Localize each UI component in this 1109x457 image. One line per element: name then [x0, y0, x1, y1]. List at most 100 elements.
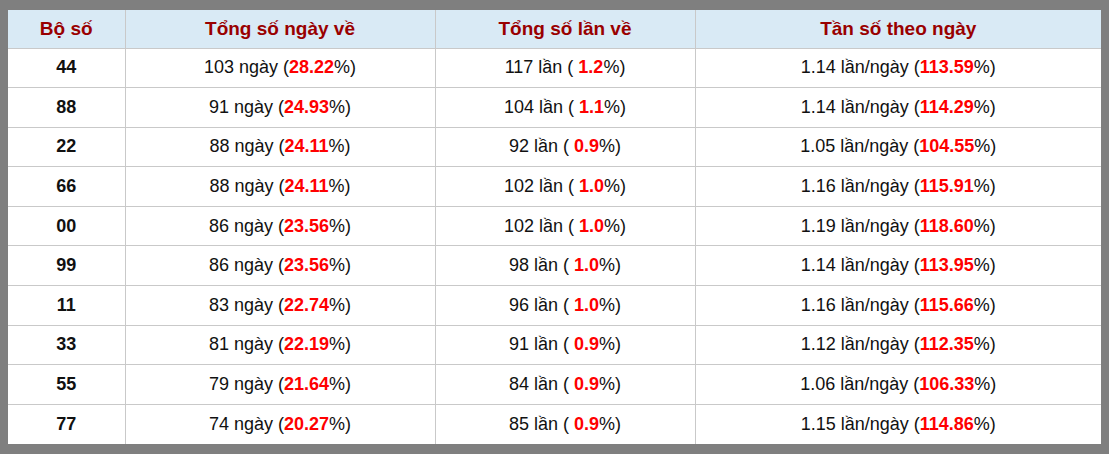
frequency-cell: 1.15 lần/ngày (114.86%)	[695, 404, 1101, 444]
pair-number-cell: 22	[8, 127, 125, 167]
frequency-suffix: %)	[974, 334, 996, 354]
times-percent-value: 1.0	[579, 216, 604, 236]
total-times-cell: 117 lần ( 1.2%)	[435, 48, 695, 88]
pair-number: 33	[56, 334, 76, 354]
times-suffix: %)	[599, 255, 621, 275]
days-text: 83 ngày (	[209, 295, 284, 315]
table-row: 22 88 ngày (24.11%) 92 lần ( 0.9%) 1.05 …	[8, 127, 1101, 167]
days-percent-value: 23.56	[284, 216, 329, 236]
column-header-frequency: Tần số theo ngày	[695, 10, 1101, 48]
times-percent-value: 1.0	[574, 295, 599, 315]
total-days-cell: 79 ngày (21.64%)	[125, 365, 435, 405]
times-suffix: %)	[603, 57, 625, 77]
times-percent-value: 0.9	[574, 414, 599, 434]
total-times-cell: 84 lần ( 0.9%)	[435, 365, 695, 405]
frequency-percent-value: 113.95	[920, 255, 974, 275]
frequency-text: 1.12 lần/ngày (	[801, 334, 920, 354]
days-suffix: %)	[334, 57, 356, 77]
days-text: 81 ngày (	[209, 334, 284, 354]
pair-number: 99	[56, 255, 76, 275]
times-suffix: %)	[599, 334, 621, 354]
column-header-pair: Bộ số	[8, 10, 125, 48]
total-times-cell: 102 lần ( 1.0%)	[435, 206, 695, 246]
pair-number-cell: 11	[8, 286, 125, 326]
frequency-cell: 1.14 lần/ngày (113.59%)	[695, 48, 1101, 88]
days-text: 86 ngày (	[209, 255, 284, 275]
times-suffix: %)	[599, 295, 621, 315]
frequency-suffix: %)	[974, 176, 996, 196]
times-text: 104 lần (	[504, 97, 579, 117]
frequency-text: 1.06 lần/ngày (	[800, 374, 919, 394]
days-text: 91 ngày (	[209, 97, 284, 117]
times-percent-value: 0.9	[574, 334, 599, 354]
pair-number: 88	[56, 97, 76, 117]
frequency-percent-value: 113.59	[920, 57, 974, 77]
pair-number: 11	[57, 295, 76, 315]
pair-number-cell: 44	[8, 48, 125, 88]
frequency-text: 1.15 lần/ngày (	[801, 414, 920, 434]
frequency-percent-value: 115.66	[920, 295, 974, 315]
pair-number-cell: 77	[8, 404, 125, 444]
days-percent-value: 23.56	[284, 255, 329, 275]
days-percent-value: 24.93	[284, 97, 329, 117]
table-header-row: Bộ số Tổng số ngày về Tổng số lần về Tần…	[8, 10, 1101, 48]
days-text: 86 ngày (	[209, 216, 284, 236]
times-text: 84 lần (	[509, 374, 574, 394]
days-text: 74 ngày (	[209, 414, 284, 434]
days-percent-value: 21.64	[284, 374, 329, 394]
total-days-cell: 88 ngày (24.11%)	[125, 167, 435, 207]
frequency-percent-value: 106.33	[919, 374, 974, 394]
table-row: 11 83 ngày (22.74%) 96 lần ( 1.0%) 1.16 …	[8, 286, 1101, 326]
frequency-percent-value: 114.29	[920, 97, 974, 117]
frequency-cell: 1.05 lần/ngày (104.55%)	[695, 127, 1101, 167]
times-percent-value: 1.0	[579, 176, 604, 196]
table-row: 44 103 ngày (28.22%) 117 lần ( 1.2%) 1.1…	[8, 48, 1101, 88]
column-header-total-times: Tổng số lần về	[435, 10, 695, 48]
days-text: 88 ngày (	[209, 136, 284, 156]
days-suffix: %)	[329, 136, 351, 156]
days-percent-value: 22.74	[284, 295, 329, 315]
frequency-cell: 1.16 lần/ngày (115.91%)	[695, 167, 1101, 207]
times-suffix: %)	[599, 414, 621, 434]
times-text: 91 lần (	[509, 334, 574, 354]
total-days-cell: 91 ngày (24.93%)	[125, 88, 435, 128]
days-suffix: %)	[329, 334, 351, 354]
total-times-cell: 98 lần ( 1.0%)	[435, 246, 695, 286]
frequency-suffix: %)	[974, 216, 996, 236]
frequency-suffix: %)	[974, 136, 996, 156]
total-times-cell: 102 lần ( 1.0%)	[435, 167, 695, 207]
days-suffix: %)	[329, 295, 351, 315]
total-times-cell: 91 lần ( 0.9%)	[435, 325, 695, 365]
days-suffix: %)	[329, 374, 351, 394]
times-suffix: %)	[599, 374, 621, 394]
days-suffix: %)	[329, 216, 351, 236]
lottery-stats-panel: Bộ số Tổng số ngày về Tổng số lần về Tần…	[0, 0, 1109, 454]
times-percent-value: 1.2	[578, 57, 603, 77]
times-text: 98 lần (	[509, 255, 574, 275]
days-text: 103 ngày (	[204, 57, 289, 77]
days-percent-value: 24.11	[285, 136, 329, 156]
total-times-cell: 92 lần ( 0.9%)	[435, 127, 695, 167]
pair-number-cell: 66	[8, 167, 125, 207]
total-times-cell: 104 lần ( 1.1%)	[435, 88, 695, 128]
frequency-text: 1.14 lần/ngày (	[801, 97, 920, 117]
pair-number-cell: 99	[8, 246, 125, 286]
times-text: 85 lần (	[509, 414, 574, 434]
lottery-stats-table: Bộ số Tổng số ngày về Tổng số lần về Tần…	[8, 10, 1101, 444]
pair-number: 66	[56, 176, 76, 196]
total-days-cell: 74 ngày (20.27%)	[125, 404, 435, 444]
days-suffix: %)	[329, 176, 351, 196]
frequency-text: 1.16 lần/ngày (	[801, 295, 920, 315]
days-suffix: %)	[329, 414, 351, 434]
column-header-total-days: Tổng số ngày về	[125, 10, 435, 48]
times-text: 117 lần (	[505, 57, 579, 77]
frequency-suffix: %)	[974, 414, 996, 434]
frequency-suffix: %)	[974, 374, 996, 394]
pair-number-cell: 88	[8, 88, 125, 128]
frequency-percent-value: 104.55	[919, 136, 974, 156]
frequency-text: 1.05 lần/ngày (	[800, 136, 919, 156]
frequency-cell: 1.16 lần/ngày (115.66%)	[695, 286, 1101, 326]
table-row: 33 81 ngày (22.19%) 91 lần ( 0.9%) 1.12 …	[8, 325, 1101, 365]
frequency-text: 1.16 lần/ngày (	[801, 176, 920, 196]
days-percent-value: 20.27	[284, 414, 329, 434]
